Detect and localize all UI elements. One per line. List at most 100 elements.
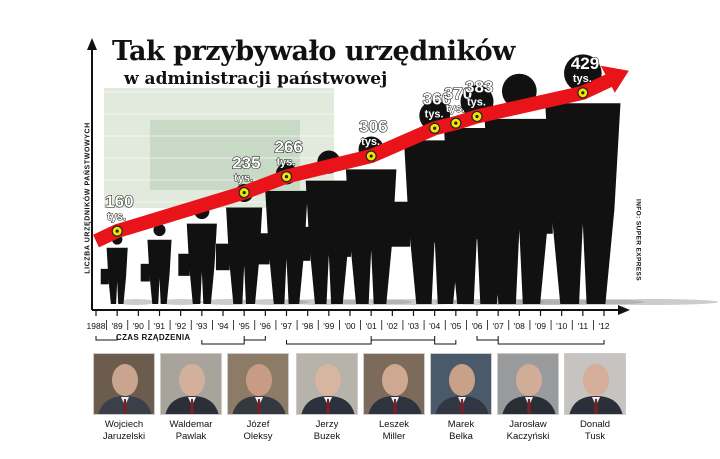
prime-minister-card: Józef Oleksy: [227, 353, 289, 443]
term-bracket: [497, 340, 605, 345]
briefcase-icon: [100, 268, 109, 285]
silhouette-figure: [524, 54, 719, 305]
silhouette-body: [186, 223, 217, 304]
prime-minister-name: Waldemar Pawlak: [160, 419, 222, 443]
prime-minister-card: Marek Belka: [430, 353, 492, 443]
x-tick-label: '12: [598, 321, 609, 331]
data-label-value: 429: [571, 54, 599, 73]
data-label-value: 266: [275, 138, 303, 157]
data-point-center: [369, 154, 373, 158]
last-name: Jaruzelski: [102, 431, 146, 442]
first-name: Waldemar: [169, 419, 213, 430]
portrait: [497, 353, 559, 415]
data-point-center: [433, 126, 437, 130]
silhouette-shadow: [582, 299, 719, 305]
last-name: Buzek: [313, 431, 341, 442]
first-name: Donald: [579, 419, 611, 430]
prime-minister-name: Donald Tusk: [564, 419, 626, 443]
briefcase-icon: [178, 253, 190, 276]
term-bracket: [434, 340, 457, 345]
silhouette-body: [106, 247, 128, 304]
x-tick-label: '99: [323, 321, 334, 331]
data-label-unit: tys.: [107, 211, 126, 223]
term-bracket: [370, 336, 436, 341]
portrait-image: [498, 354, 558, 414]
prime-minister-card: Waldemar Pawlak: [160, 353, 222, 443]
prime-minister-name: Leszek Miller: [363, 419, 425, 443]
x-tick-label: '89: [112, 321, 123, 331]
last-name: Belka: [449, 431, 473, 442]
x-tick-label: '94: [217, 321, 228, 331]
data-point-center: [242, 190, 246, 195]
silhouette-body: [305, 180, 352, 304]
portrait: [430, 353, 492, 415]
data-label-unit: tys.: [425, 108, 444, 120]
portrait-image: [94, 354, 154, 414]
first-name: Leszek: [378, 419, 410, 430]
prime-minister-name: Marek Belka: [430, 419, 492, 443]
silhouette-body: [265, 190, 308, 304]
portrait: [296, 353, 358, 415]
prime-minister-card: Wojciech Jaruzelski: [93, 353, 155, 443]
last-name: Tusk: [584, 431, 606, 442]
last-name: Pawlak: [175, 431, 207, 442]
data-label-unit: tys.: [467, 96, 486, 108]
silhouettes: [100, 54, 719, 305]
x-tick-label: '05: [450, 321, 461, 331]
first-name: Jerzy: [315, 419, 339, 430]
chart-title: Tak przybywało urzędników: [112, 36, 515, 67]
prime-minister-name: Jarosław Kaczyński: [497, 419, 559, 443]
x-tick-label: '10: [556, 321, 567, 331]
x-axis-caption: CZAS RZĄDZENIA: [116, 333, 191, 342]
term-bracket: [243, 336, 266, 341]
briefcase-icon: [524, 178, 553, 234]
prime-minister-card: Donald Tusk: [564, 353, 626, 443]
silhouette-body: [484, 118, 555, 304]
data-label-value: 160: [105, 192, 133, 211]
x-tick-label: '03: [408, 321, 419, 331]
prime-minister-card: Jarosław Kaczyński: [497, 353, 559, 443]
data-point-center: [581, 91, 585, 95]
x-tick-label: '00: [344, 321, 355, 331]
banknote-background: [100, 88, 580, 208]
portrait-image: [228, 354, 288, 414]
first-name: Józef: [246, 419, 270, 430]
last-name: Miller: [382, 431, 406, 442]
term-bracket: [201, 340, 245, 345]
data-label-unit: tys.: [573, 73, 592, 85]
briefcase-icon: [331, 219, 351, 257]
term-bracket: [286, 340, 372, 345]
silhouette-head: [153, 224, 166, 237]
briefcase-icon: [292, 226, 311, 261]
first-name: Wojciech: [104, 419, 144, 430]
first-name: Marek: [447, 419, 475, 430]
x-tick-label: '08: [514, 321, 525, 331]
portrait-image: [364, 354, 424, 414]
data-label-value: 235: [232, 154, 260, 173]
silhouette-body: [545, 103, 621, 304]
silhouette-shadow: [201, 299, 257, 305]
source-credit: INFO: SUPER EXPRESS: [634, 198, 642, 282]
silhouette-figure: [465, 73, 645, 305]
portrait: [93, 353, 155, 415]
data-label-value: 383: [465, 77, 493, 96]
x-tick-label: '07: [493, 321, 504, 331]
prime-minister-name: Józef Oleksy: [227, 419, 289, 443]
data-label-unit: tys.: [361, 136, 380, 148]
x-tick-label: '04: [429, 321, 440, 331]
data-point-center: [115, 229, 119, 233]
data-label-unit: tys.: [277, 157, 296, 169]
briefcase-icon: [465, 188, 492, 240]
briefcase-icon: [386, 201, 411, 247]
data-label-unit: tys.: [234, 173, 253, 185]
data-label-value: 360: [423, 89, 451, 108]
x-axis-arrowhead: [618, 305, 630, 315]
last-name: Kaczyński: [506, 431, 550, 442]
prime-minister-name: Jerzy Buzek: [296, 419, 358, 443]
briefcase-icon: [215, 243, 230, 271]
x-tick-label: '93: [196, 321, 207, 331]
data-label-value: 370: [444, 84, 472, 103]
x-tick-label: '02: [387, 321, 398, 331]
